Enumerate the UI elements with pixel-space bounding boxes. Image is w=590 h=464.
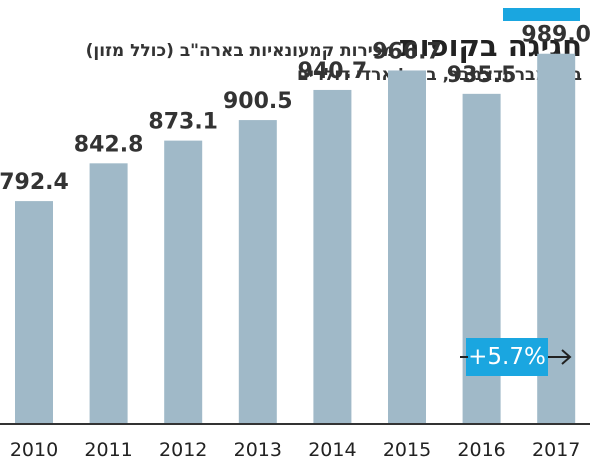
x-tick-2016: 2016 — [457, 439, 505, 461]
value-label-2015: 966.7 — [372, 39, 442, 64]
bar-2010 — [15, 201, 53, 424]
value-label-2017: 989.0 — [521, 23, 590, 48]
value-label-2014: 940.7 — [298, 59, 368, 84]
value-label-2012: 873.1 — [148, 110, 218, 135]
x-tick-labels-layer: 2010 2011 2012 2013 2014 2015 2016 2017 — [10, 439, 581, 461]
bar-2015 — [388, 70, 426, 425]
bar-2013 — [238, 120, 277, 424]
arrow-right-icon — [548, 349, 572, 365]
x-tick-2014: 2014 — [308, 439, 356, 461]
bar-2011 — [89, 163, 128, 424]
badge-tail-line — [460, 356, 468, 358]
x-tick-2010: 2010 — [10, 439, 58, 461]
x-tick-2013: 2013 — [234, 439, 282, 461]
x-tick-2015: 2015 — [383, 439, 431, 461]
bar-2012 — [164, 140, 203, 424]
bar-2014 — [313, 89, 352, 425]
growth-badge: +5.7% — [466, 338, 548, 376]
x-tick-2011: 2011 — [84, 439, 132, 461]
x-tick-2017: 2017 — [532, 439, 580, 461]
value-label-2010: 792.4 — [0, 170, 69, 195]
value-label-2016: 935.5 — [447, 63, 517, 88]
growth-badge-label: +5.7% — [468, 344, 546, 370]
chart-subtitle: מכירות קמעונאיות בארה"ב (כולל מזון) — [85, 41, 395, 61]
x-tick-2012: 2012 — [159, 439, 207, 461]
value-label-2011: 842.8 — [74, 132, 144, 157]
chart-subtitle-units: בנובמבר ודצמבר, במיליארדי דולרים — [297, 65, 582, 85]
value-label-2013: 900.5 — [223, 89, 293, 114]
accent-bar — [503, 8, 580, 21]
